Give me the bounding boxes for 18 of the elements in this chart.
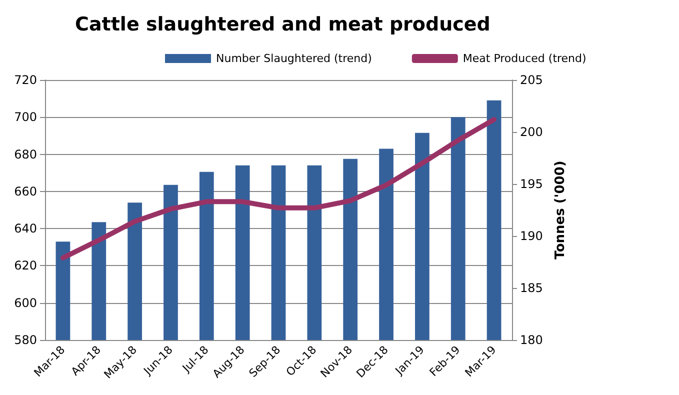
legend-label: Meat Produced (trend) xyxy=(462,52,586,65)
y2-tick-label: 205 xyxy=(520,73,543,87)
y2-tick-label: 200 xyxy=(520,125,543,139)
y2-tick-label: 180 xyxy=(520,333,543,347)
legend-label: Number Slaughtered (trend) xyxy=(216,52,372,65)
y2-tick-label: 195 xyxy=(520,177,543,191)
y2-tick-label: 185 xyxy=(520,281,543,295)
y2-axis-title: Tonnes ('000) xyxy=(553,160,568,260)
y-tick-label: 600 xyxy=(14,296,37,310)
chart-title: Cattle slaughtered and meat produced xyxy=(75,14,490,36)
y-tick-label: 660 xyxy=(14,184,37,198)
y-tick-label: 700 xyxy=(14,110,37,124)
y-tick-label: 620 xyxy=(14,258,37,273)
y-tick-label: 640 xyxy=(14,222,37,236)
y2-tick-label: 190 xyxy=(520,229,543,243)
y-tick-label: 720 xyxy=(14,73,37,87)
y-tick-label: 580 xyxy=(14,333,37,347)
y-tick-label: 680 xyxy=(14,147,37,162)
